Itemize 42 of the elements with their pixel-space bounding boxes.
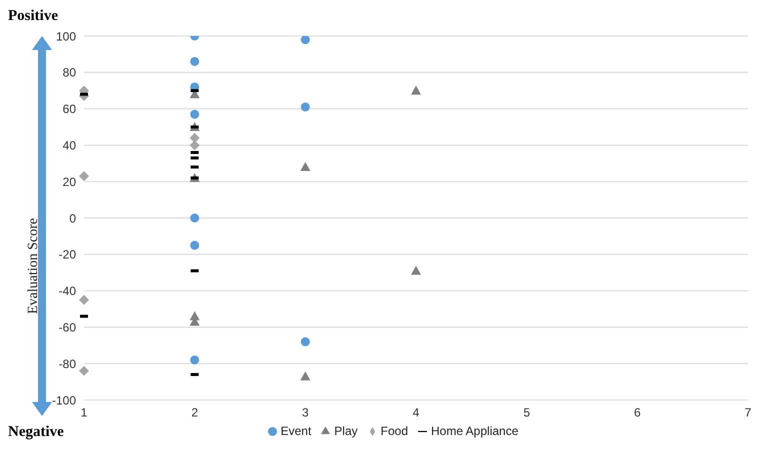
legend-label: Play xyxy=(334,424,358,438)
x-tick-label: 1 xyxy=(80,406,88,420)
y-tick-label: 20 xyxy=(62,174,76,189)
x-tick-label: 4 xyxy=(412,406,420,420)
point xyxy=(300,337,310,346)
x-tick-label: 2 xyxy=(191,406,198,420)
point xyxy=(190,110,200,119)
point xyxy=(79,294,89,305)
point xyxy=(190,214,200,222)
point xyxy=(411,266,421,275)
y-tick-label: 40 xyxy=(62,138,76,152)
y-tick-label: -40 xyxy=(58,284,76,298)
point xyxy=(300,36,310,44)
point xyxy=(190,140,200,150)
point xyxy=(300,162,310,172)
point xyxy=(190,56,200,66)
y-tick-label: 80 xyxy=(62,66,76,80)
y-tick-label: 0 xyxy=(69,211,76,226)
text: Positive xyxy=(8,8,58,25)
y-tick-label: 60 xyxy=(62,102,76,116)
x-tick-label: 5 xyxy=(523,406,530,420)
legend-label: Event xyxy=(280,424,312,438)
x-tick-label: 6 xyxy=(634,406,641,420)
point xyxy=(79,366,89,376)
point xyxy=(300,371,310,380)
x-tick-label: 3 xyxy=(302,406,309,420)
point xyxy=(79,171,89,182)
point xyxy=(190,355,200,364)
legend-label: Home Appliance xyxy=(431,424,518,438)
y-tick-label: 100 xyxy=(56,29,76,44)
y-tick-label: -80 xyxy=(58,356,76,371)
y-tick-label: -20 xyxy=(58,248,76,262)
y-tick-label: -60 xyxy=(58,320,76,334)
point xyxy=(300,102,310,112)
x-tick-label: 7 xyxy=(744,406,752,420)
y-tick-label: -100 xyxy=(52,393,76,408)
y-axis-title: Evaluation Score xyxy=(26,218,41,314)
point xyxy=(190,132,200,143)
legend-label: Food xyxy=(380,424,408,438)
point xyxy=(411,86,421,95)
point xyxy=(190,240,200,250)
text: Negative xyxy=(8,424,64,441)
